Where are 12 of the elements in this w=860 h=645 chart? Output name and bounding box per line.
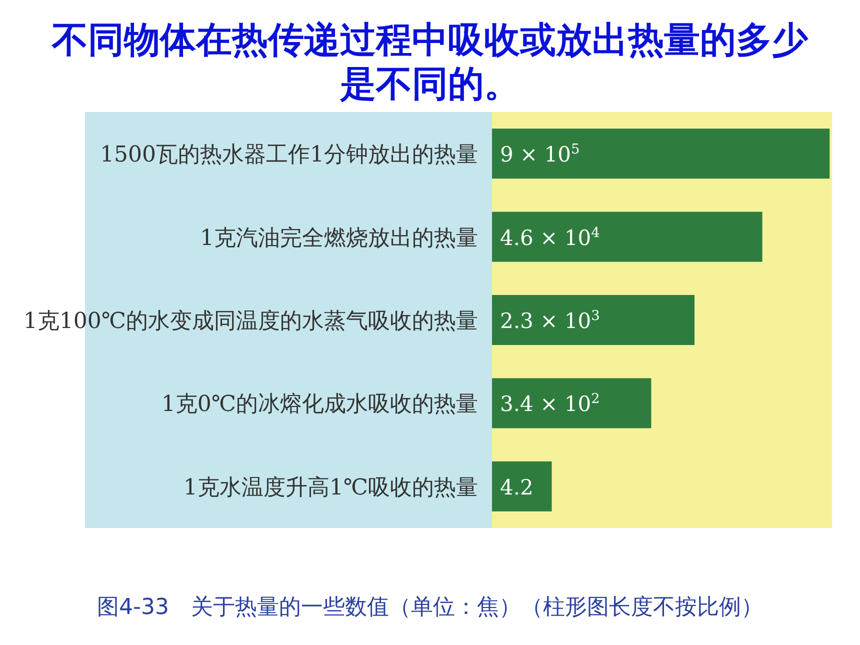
y-tick-label: 1克0℃的冰熔化成水吸收的热量 <box>161 392 478 418</box>
y-tick-label: 1500瓦的热水器工作1分钟放出的热量 <box>100 142 478 168</box>
data-label: 9 × 10$^{5}$ <box>500 142 580 167</box>
data-label: 4.6 × 10$^{4}$ <box>500 224 600 250</box>
y-tick-label: 1克100℃的水变成同温度的水蒸气吸收的热量 <box>23 309 478 334</box>
data-label: 2.3 × 10$^{3}$ <box>500 308 600 333</box>
chart-title: 不同物体在热传递过程中吸收或放出热量的多少是不同的。 <box>51 20 809 105</box>
y-tick-label: 1克水温度升高1℃吸收的热量 <box>183 475 478 500</box>
caption: 图4-33 关于热量的一些数值（单位：焦）（柱形图长度不按比例） <box>97 595 763 620</box>
y-tick-label: 1克汽油完全燃烧放出的热量 <box>200 226 478 251</box>
data-label: 3.4 × 10$^{2}$ <box>500 391 600 416</box>
data-label: 4.2 <box>500 475 534 500</box>
